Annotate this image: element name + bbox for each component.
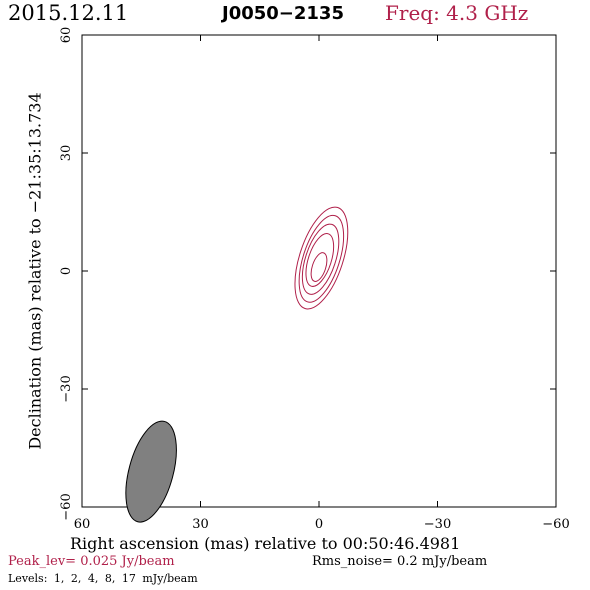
rms-noise-label: Rms_noise= 0.2 mJy/beam — [312, 554, 488, 569]
contour-line — [294, 206, 349, 310]
y-tick-label: 60 — [59, 27, 74, 44]
y-tick-label: −60 — [59, 493, 74, 520]
contour-line — [298, 214, 345, 303]
x-tick-label: −60 — [542, 517, 569, 532]
observation-date: 2015.12.11 — [8, 1, 129, 25]
y-tick-label: −30 — [59, 375, 74, 402]
x-tick-label: 0 — [315, 517, 323, 532]
contour-levels-label: Levels: 1, 2, 4, 8, 17 mJy/beam — [8, 572, 198, 585]
contour-line — [310, 252, 328, 282]
x-tick-label: −30 — [424, 517, 451, 532]
contour-line — [305, 233, 335, 287]
contour-line — [301, 223, 340, 295]
x-tick-label: 60 — [74, 517, 91, 532]
source-name: J0050−2135 — [222, 3, 344, 24]
peak-level-label: Peak_lev= 0.025 Jy/beam — [8, 554, 175, 569]
y-tick-label: 30 — [59, 145, 74, 162]
frequency-label: Freq: 4.3 GHz — [385, 1, 529, 25]
x-axis-label: Right ascension (mas) relative to 00:50:… — [70, 534, 461, 553]
x-tick-label: 30 — [192, 517, 209, 532]
y-tick-label: 0 — [59, 267, 74, 275]
y-axis-label: Declination (mas) relative to −21:35:13.… — [25, 92, 45, 450]
beam-ellipse — [125, 420, 177, 523]
